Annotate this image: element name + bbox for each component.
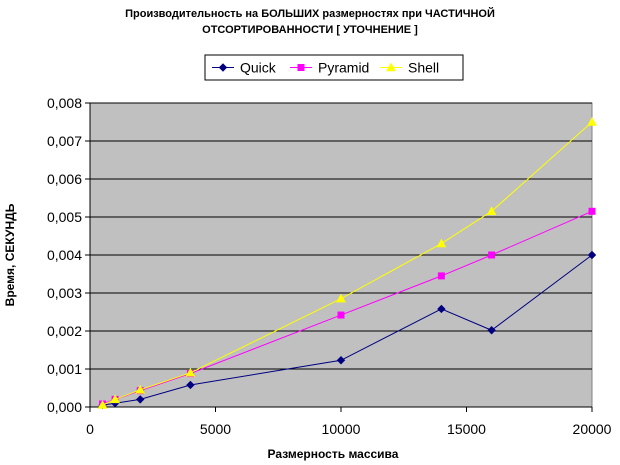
x-tick-label: 5000 [200,421,231,437]
legend-item-shell: Shell [380,60,439,76]
data-point-quick [336,356,346,365]
data-point-pyramid [488,251,496,259]
x-axis-ticks: 0 5000 10000 15000 20000 [86,407,612,437]
data-point-shell [110,394,120,404]
y-tick-label: 0,001 [47,361,82,377]
legend-swatch-marker [386,62,396,72]
data-point-shell [97,400,108,409]
data-point-shell [336,293,346,303]
legend-label: Shell [408,60,439,76]
legend-item-pyramid: Pyramid [290,60,369,76]
y-tick-label: 0,002 [47,323,82,339]
y-axis-ticks: 0,000 0,001 0,002 0,003 0,004 0,005 0,006 0,007… [47,95,90,415]
series-line-shell [102,121,593,406]
data-point-shell [436,238,447,248]
data-point-shell [185,367,196,377]
y-tick-label: 0,006 [47,171,82,187]
x-axis-label: Размерность массива [268,447,399,461]
data-point-pyramid [337,311,345,319]
data-point-quick [487,326,496,335]
legend-swatch-marker [218,63,228,72]
y-tick-label: 0,000 [47,399,82,415]
y-tick-label: 0,007 [47,133,82,149]
data-point-quick [186,380,195,390]
x-tick-label: 10000 [322,421,361,437]
data-point-quick [437,304,446,314]
data-point-quick [587,250,597,260]
legend-box [204,54,464,81]
legend-label: Quick [240,60,277,76]
x-tick-label: 20000 [573,421,612,437]
y-axis-label: Время, СЕКУНДЬ [3,203,17,306]
chart-title-line2: ОТСОРТИРОВАННОСТИ [ УТОЧНЕНИЕ ] [202,24,418,36]
data-point-quick [135,395,145,404]
data-point-pyramid [437,272,445,280]
y-tick-label: 0,008 [47,95,82,111]
y-tick-label: 0,004 [47,247,82,263]
series-shell [97,116,597,409]
data-point-shell [486,206,497,215]
x-tick-label: 0 [86,421,94,437]
data-point-pyramid [588,207,596,215]
y-tick-label: 0,005 [47,209,82,225]
gridlines [90,102,592,370]
y-tick-label: 0,003 [47,285,82,301]
chart-title-line1: Производительность на БОЛЬШИХ размерност… [125,7,495,20]
data-point-shell [135,384,146,394]
data-point-shell [587,116,597,126]
legend-swatch-marker [297,64,305,71]
legend-label: Pyramid [318,60,369,76]
legend: Quick Pyramid Shell [204,54,464,81]
legend-item-quick: Quick [212,60,277,76]
x-tick-label: 15000 [447,421,486,437]
series-layer [97,116,597,410]
